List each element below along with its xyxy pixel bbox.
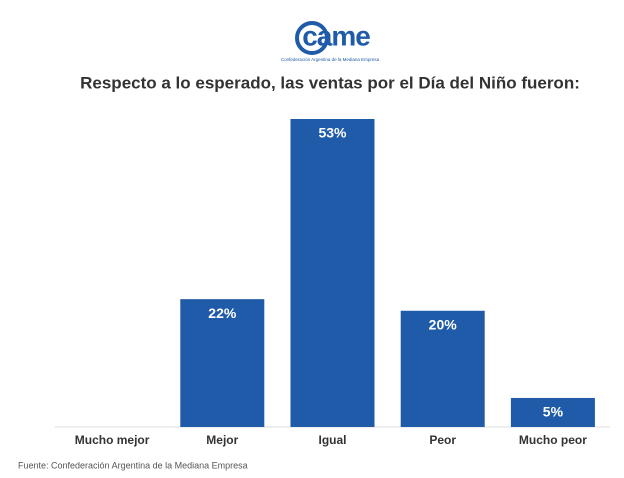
bar (180, 299, 265, 427)
value-label: 53% (318, 125, 347, 141)
value-label: 5% (543, 404, 564, 420)
x-tick-label: Mejor (206, 433, 238, 447)
source: Fuente: Confederación Argentina de la Me… (18, 460, 248, 470)
logo-subtitle: Confederación Argentina de la Mediana Em… (281, 57, 380, 62)
logo: came (302, 20, 370, 51)
bar (290, 119, 375, 427)
bar (400, 310, 485, 427)
x-tick-label: Igual (318, 433, 346, 447)
bar (510, 397, 595, 427)
x-tick-label: Peor (429, 433, 456, 447)
logo-ring (295, 21, 329, 55)
x-tick-label: Mucho peor (519, 433, 587, 447)
chart-title: Respecto a lo esperado, las ventas por e… (80, 73, 580, 92)
x-tick-label: Mucho mejor (75, 433, 150, 447)
value-label: 20% (429, 316, 458, 332)
value-label: 22% (208, 305, 237, 321)
